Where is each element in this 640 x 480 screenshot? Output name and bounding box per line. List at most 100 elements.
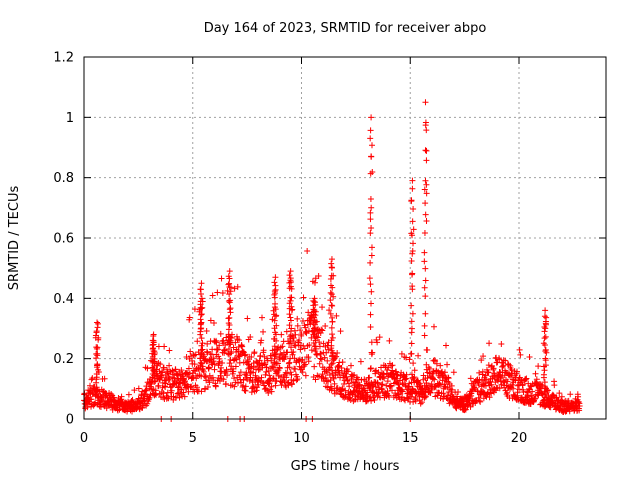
data-point (376, 334, 383, 341)
data-point (327, 275, 334, 282)
data-point (328, 272, 335, 279)
data-point (233, 356, 240, 363)
data-point (421, 186, 428, 193)
data-point (542, 320, 549, 327)
data-point (330, 375, 337, 382)
data-point (504, 378, 511, 385)
data-point (372, 370, 379, 377)
data-point (185, 374, 192, 381)
data-point (240, 359, 247, 366)
data-point (176, 394, 183, 401)
data-point (241, 352, 248, 359)
data-point (118, 393, 125, 400)
data-point (204, 349, 211, 356)
data-point (225, 297, 232, 304)
data-point (319, 327, 326, 334)
data-point (225, 326, 232, 333)
data-point (421, 392, 428, 399)
data-point (322, 374, 329, 381)
data-point (368, 153, 375, 160)
data-point (323, 349, 330, 356)
data-point (329, 314, 336, 321)
data-point (218, 275, 225, 282)
data-point (87, 382, 94, 389)
data-point (215, 353, 222, 360)
data-point (273, 360, 280, 367)
y-axis-label: SRMTID / TECUs (7, 186, 22, 291)
data-point (279, 343, 286, 350)
data-point (408, 257, 415, 264)
data-point (406, 356, 413, 363)
data-point (103, 405, 110, 412)
data-point (225, 331, 232, 338)
data-point (250, 369, 257, 376)
data-point (271, 367, 278, 374)
data-point (93, 344, 100, 351)
data-point (283, 374, 290, 381)
data-point (271, 288, 278, 295)
data-point (437, 395, 444, 402)
data-point (204, 340, 211, 347)
data-point (488, 381, 495, 388)
data-point (424, 375, 431, 382)
data-point (409, 386, 416, 393)
data-point (328, 342, 335, 349)
data-point (523, 375, 530, 382)
data-point (421, 382, 428, 389)
data-point (311, 317, 318, 324)
data-point (535, 363, 542, 370)
data-point (222, 380, 229, 387)
data-point (423, 157, 430, 164)
data-point (231, 375, 238, 382)
data-point (167, 384, 174, 391)
data-point (172, 366, 179, 373)
data-point (219, 290, 226, 297)
data-point (294, 315, 301, 322)
data-point (366, 385, 373, 392)
data-point (329, 334, 336, 341)
data-point (242, 383, 249, 390)
data-point (500, 377, 507, 384)
data-point (182, 378, 189, 385)
data-point (231, 285, 238, 292)
data-point (476, 376, 483, 383)
data-point (201, 353, 208, 360)
y-tick-label: 0.4 (53, 292, 74, 307)
data-point (403, 371, 410, 378)
data-point (389, 367, 396, 374)
data-point (301, 362, 308, 369)
data-point (209, 292, 216, 299)
x-axis-label: GPS time / hours (291, 459, 400, 474)
data-point (326, 307, 333, 314)
data-point (443, 342, 450, 349)
data-point (379, 381, 386, 388)
data-point (271, 311, 278, 318)
data-point (466, 399, 473, 406)
data-point (286, 272, 293, 279)
data-point (84, 394, 91, 401)
data-point (500, 362, 507, 369)
data-point (494, 377, 501, 384)
data-point (198, 311, 205, 318)
data-point (415, 352, 422, 359)
data-point (329, 367, 336, 374)
x-tick-label: 15 (402, 431, 419, 446)
data-point (214, 289, 221, 296)
data-point (248, 354, 255, 361)
data-point (299, 318, 306, 325)
data-point (219, 360, 226, 367)
data-point (161, 343, 168, 350)
data-point (427, 389, 434, 396)
data-point (331, 380, 338, 387)
data-point (421, 322, 428, 329)
data-point (541, 379, 548, 386)
data-point (329, 284, 336, 291)
data-point (429, 375, 436, 382)
data-point (272, 351, 279, 358)
data-point (412, 398, 419, 405)
data-point (329, 331, 336, 338)
data-point (327, 310, 334, 317)
data-point (423, 217, 430, 224)
data-point (271, 279, 278, 286)
data-point (433, 360, 440, 367)
